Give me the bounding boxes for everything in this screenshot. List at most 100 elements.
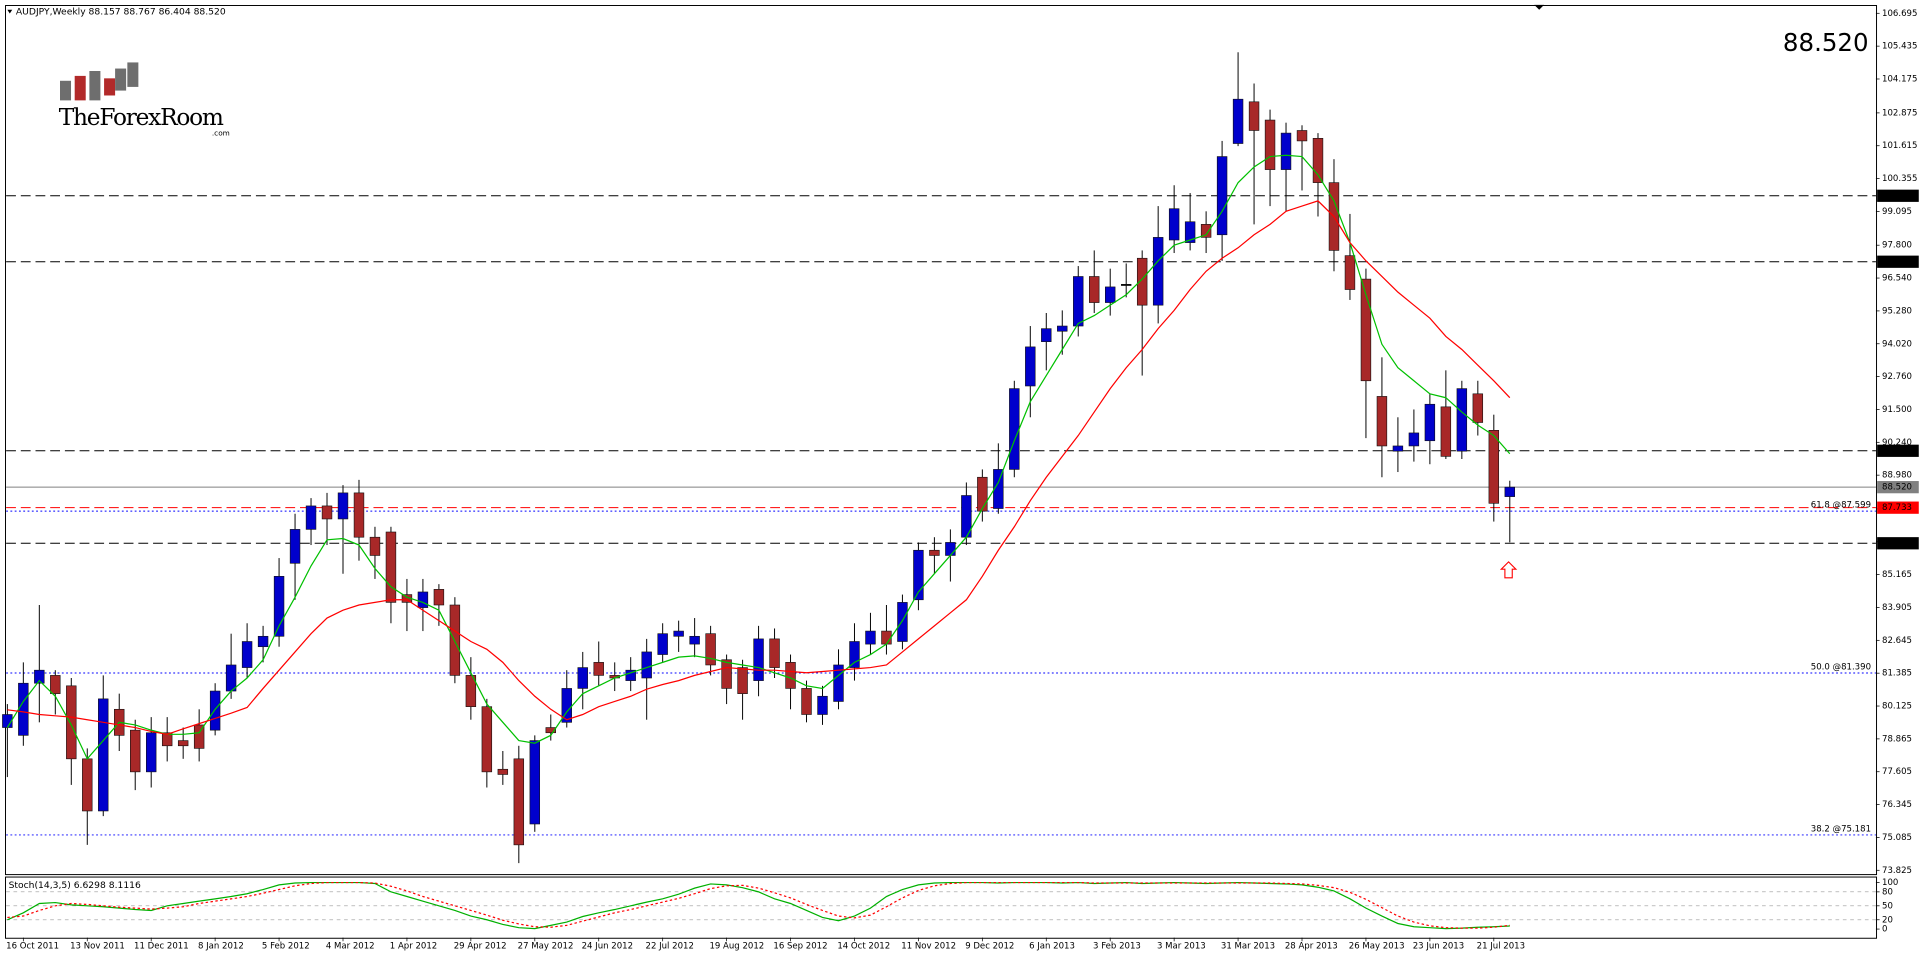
x-tick-label: 9 Dec 2012 [965, 942, 1014, 952]
candle-body [241, 641, 253, 668]
y-tick-label: 75.085 [1882, 833, 1912, 843]
candle-body [289, 529, 301, 564]
candle-body [1488, 430, 1500, 504]
candle-body [593, 662, 604, 676]
y-tick-label: 20 [1882, 915, 1893, 925]
candle-body [337, 492, 349, 520]
candle-body [1248, 101, 1260, 131]
candle-body [529, 740, 541, 825]
moving-average [7, 200, 1511, 735]
candle-body [353, 492, 365, 538]
candle-body [465, 675, 477, 707]
logo-bar [115, 68, 127, 91]
candle-body [66, 685, 77, 760]
x-tick-label: 24 Jun 2012 [582, 942, 633, 952]
logo-bar [104, 78, 116, 96]
candle-body [497, 768, 509, 775]
candle-body [673, 630, 684, 637]
candle-body [1120, 284, 1132, 286]
candle-body [833, 664, 844, 702]
level-box [1877, 501, 1919, 514]
candle-body [177, 740, 189, 747]
level-label: 97.166 [1882, 257, 1912, 267]
candle-body [849, 641, 860, 668]
candle-body [785, 662, 796, 689]
candle-body [1264, 119, 1276, 170]
y-tick-label: 83.905 [1882, 603, 1912, 613]
y-tick-label: 100.355 [1882, 174, 1917, 184]
candle-body [1089, 276, 1100, 303]
stoch-line [7, 881, 1510, 929]
candle-body [209, 690, 221, 731]
candle-body [50, 675, 61, 694]
stoch-panel-frame [5, 876, 1878, 939]
level-label: 89.915 [1882, 446, 1912, 456]
candle-body [98, 698, 109, 812]
candle-body [1408, 432, 1420, 447]
candle-body [1216, 156, 1228, 236]
x-tick-label: 8 Jan 2012 [198, 942, 244, 952]
candle-body [34, 669, 45, 684]
candle-body [1200, 224, 1212, 238]
x-tick-label: 31 Mar 2013 [1221, 942, 1275, 952]
level-label: 87.733 [1882, 503, 1912, 513]
candle-body [1168, 208, 1180, 241]
x-tick-label: 27 May 2012 [518, 942, 574, 952]
candle-body [769, 638, 780, 668]
y-tick-label: 77.605 [1882, 767, 1912, 777]
candle-body [1280, 132, 1292, 170]
y-tick-label: 95.280 [1882, 306, 1912, 316]
candle-body [625, 669, 636, 681]
y-tick-label: 92.760 [1882, 372, 1912, 382]
level-label: 88.520 [1882, 483, 1912, 493]
level-box [1877, 537, 1919, 550]
candle-body [1232, 98, 1244, 144]
candle-body [977, 476, 988, 512]
candle-body [881, 630, 892, 645]
moving-average [6, 154, 1511, 760]
candle-body [641, 651, 652, 679]
candle-body [145, 732, 157, 773]
y-tick-label: 101.615 [1882, 141, 1917, 151]
x-tick-label: 4 Mar 2012 [326, 942, 375, 952]
candle-body [225, 664, 237, 692]
candle-body [1184, 221, 1196, 243]
candle-body [369, 536, 381, 556]
x-tick-label: 28 Apr 2013 [1285, 942, 1338, 952]
x-tick-label: 22 Jul 2012 [646, 942, 694, 952]
y-tick-label: 78.865 [1882, 734, 1912, 744]
candle-body [1057, 325, 1068, 332]
stoch-title: Stoch(14,3,5) [9, 880, 71, 891]
logo-bar [127, 62, 139, 87]
y-tick-label: 80.125 [1882, 702, 1912, 712]
x-tick-label: 13 Nov 2011 [70, 942, 125, 952]
x-tick-label: 19 Aug 2012 [709, 942, 764, 952]
y-tick-label: 85.165 [1882, 570, 1912, 580]
y-tick-label: 99.095 [1882, 207, 1912, 217]
y-tick-label: 105.435 [1882, 42, 1917, 52]
x-tick-label: 3 Mar 2013 [1157, 942, 1206, 952]
y-tick-label: 50 [1882, 901, 1893, 911]
candle-body [1360, 278, 1372, 382]
candle-body [689, 635, 700, 645]
y-tick-label: 0 [1882, 925, 1887, 935]
menu-arrow[interactable] [7, 9, 13, 14]
x-tick-label: 3 Feb 2013 [1093, 942, 1141, 952]
level-label: 86.368 [1882, 539, 1912, 549]
y-tick-label: 80 [1882, 887, 1893, 897]
stoch-header: Stoch(14,3,5) 6.6298 8.1116 [9, 880, 141, 891]
x-tick-label: 14 Oct 2012 [837, 942, 890, 952]
candle-body [433, 589, 445, 606]
candle-body [385, 531, 397, 603]
candle-body [1041, 328, 1052, 342]
candle-body [305, 505, 317, 530]
x-tick-label: 11 Nov 2012 [901, 942, 956, 952]
level-box [1877, 189, 1919, 202]
y-tick-label: 82.645 [1882, 636, 1912, 646]
candle-body [481, 706, 493, 773]
logo: TheForexRoom .com [59, 62, 230, 137]
y-tick-label: 76.345 [1882, 800, 1912, 810]
